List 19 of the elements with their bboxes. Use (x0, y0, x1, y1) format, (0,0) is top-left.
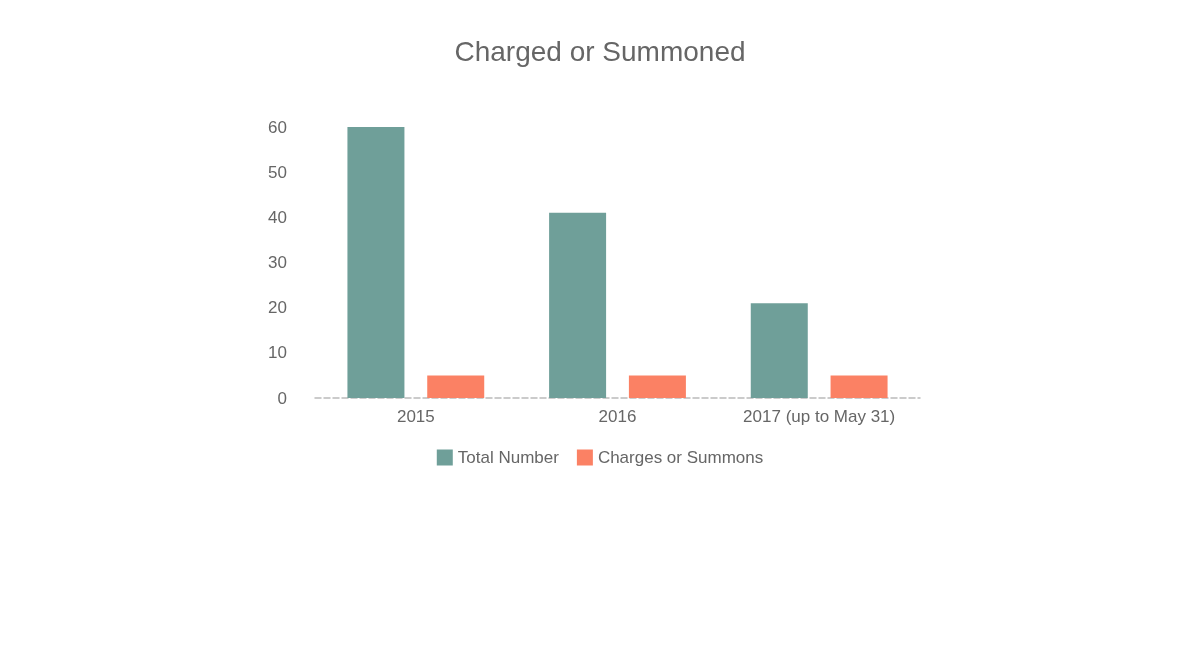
bar (347, 127, 405, 398)
y-tick-label: 20 (268, 298, 287, 318)
y-tick-label: 40 (268, 207, 287, 227)
y-tick-label: 50 (268, 162, 287, 182)
legend-label: Total Number (457, 448, 560, 467)
x-tick-label: 2015 (396, 407, 435, 426)
bar (628, 375, 686, 398)
y-tick-label: 30 (268, 253, 287, 272)
legend-label: Charges or Summons (597, 448, 764, 467)
chart-title: Charged or Summoned (454, 35, 746, 67)
bar (427, 375, 485, 398)
x-tick-label: 2016 (598, 407, 637, 426)
bar (830, 375, 888, 398)
bar (750, 303, 808, 398)
y-tick-label: 0 (277, 388, 287, 408)
bar (549, 212, 607, 398)
x-tick-label: 2017 (up to May 31) (743, 407, 896, 426)
y-tick-label: 10 (268, 343, 287, 363)
y-tick-label: 60 (268, 117, 287, 137)
